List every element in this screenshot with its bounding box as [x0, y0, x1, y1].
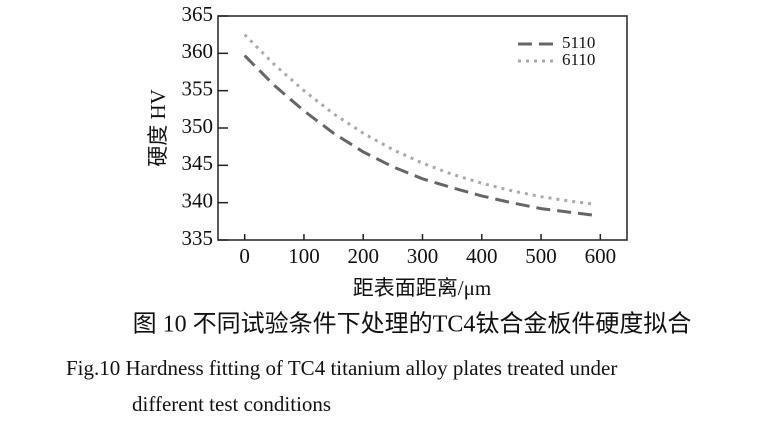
y-tick-label: 350	[182, 114, 214, 138]
caption-zh: 图 10 不同试验条件下处理的TC4钛合金板件硬度拟合	[133, 311, 692, 338]
x-tick-label: 500	[525, 244, 557, 268]
caption-en: different test conditions	[132, 392, 331, 416]
x-tick-label: 300	[407, 244, 439, 268]
caption-en: Fig.10 Hardness fitting of TC4 titanium …	[66, 356, 617, 380]
x-tick-label: 200	[347, 244, 379, 268]
y-tick-label: 355	[182, 76, 214, 100]
series-line	[243, 33, 595, 206]
legend-label: 6110	[562, 50, 595, 69]
x-tick-label: 0	[239, 244, 250, 268]
x-tick-label: 100	[288, 244, 320, 268]
x-axis-label: 距表面距离/μm	[353, 276, 491, 300]
y-tick-label: 335	[182, 226, 214, 250]
x-tick-label: 400	[466, 244, 498, 268]
y-tick-label: 345	[182, 151, 214, 175]
series-line	[243, 54, 595, 217]
y-tick-label: 340	[182, 188, 214, 212]
y-axis-label: 硬度 HV	[146, 89, 170, 167]
y-tick-label: 365	[182, 2, 214, 26]
y-tick-label: 360	[182, 39, 214, 63]
legend-label: 5110	[562, 33, 595, 52]
x-tick-label: 600	[585, 244, 617, 268]
